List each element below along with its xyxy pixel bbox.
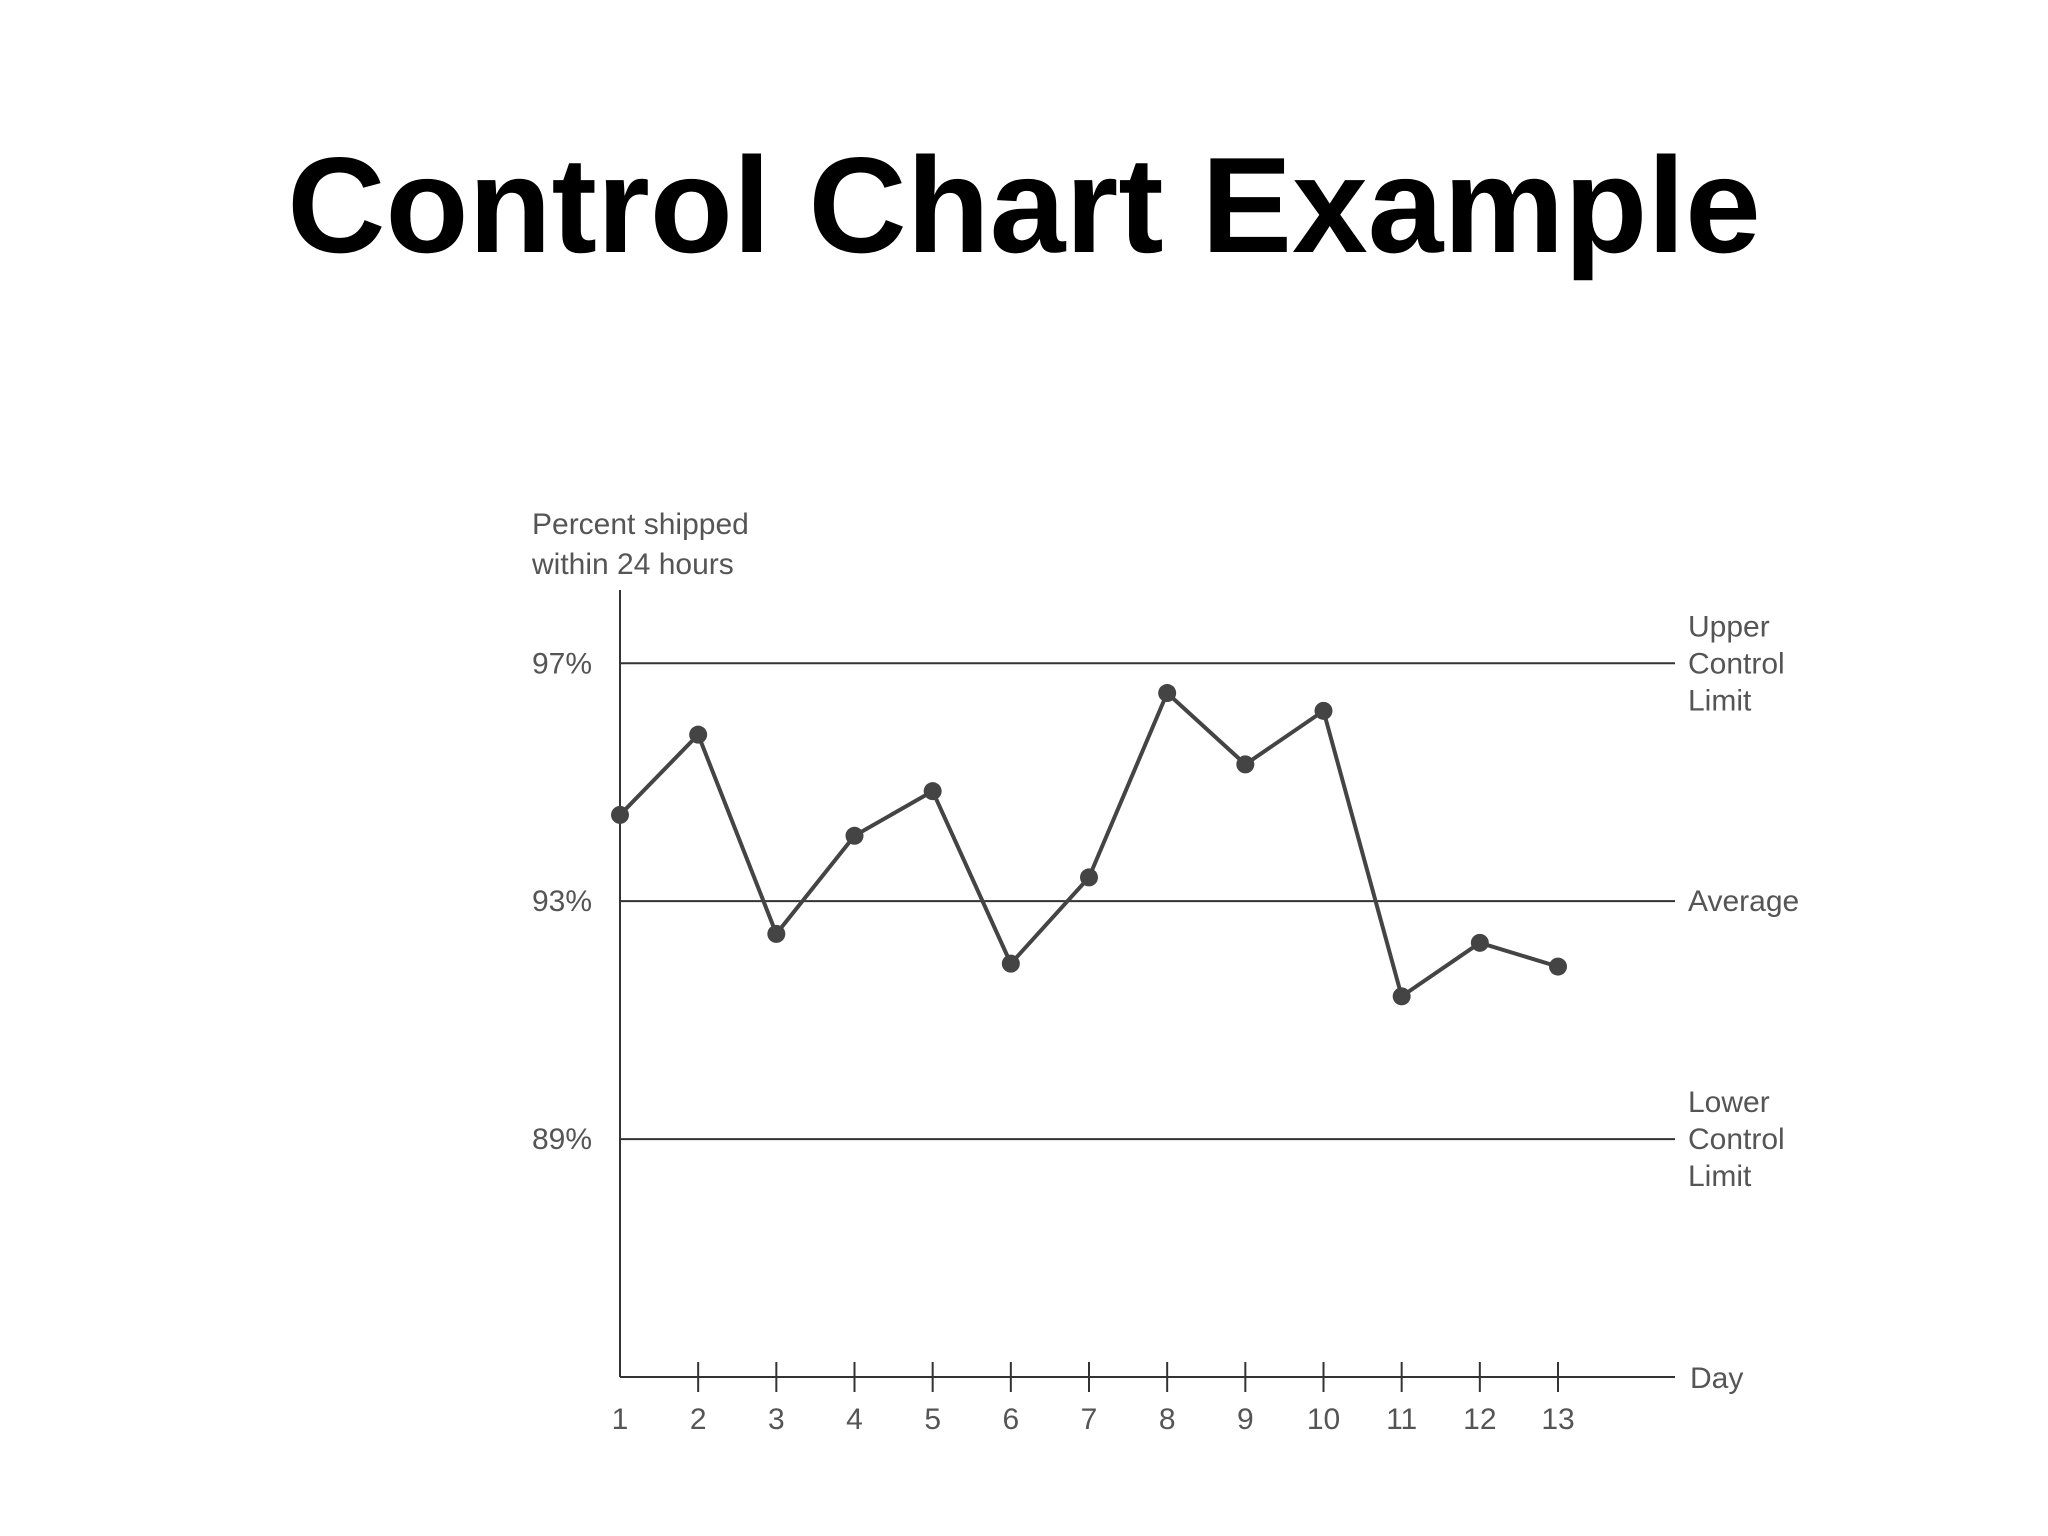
x-tick-label-0: 1	[612, 1403, 629, 1436]
reference-line-label-0-2: Limit	[1688, 684, 1752, 717]
x-tick-label-4: 5	[924, 1403, 941, 1436]
y-tick-label-1: 93%	[532, 885, 592, 918]
x-tick-label-12: 13	[1541, 1403, 1574, 1436]
data-point-6	[1001, 954, 1020, 973]
reference-line-label-2-0: Lower	[1688, 1086, 1770, 1119]
x-tick-label-9: 10	[1307, 1403, 1340, 1436]
reference-line-label-0-0: Upper	[1688, 610, 1770, 643]
data-point-10	[1314, 701, 1333, 720]
reference-line-label-1-0: Average	[1688, 885, 1799, 918]
y-tick-label-2: 89%	[532, 1123, 592, 1156]
x-tick-label-11: 12	[1463, 1403, 1496, 1436]
x-tick-label-3: 4	[846, 1403, 863, 1436]
data-point-8	[1158, 684, 1177, 703]
reference-line-label-2-1: Control	[1688, 1123, 1785, 1156]
data-point-12	[1470, 933, 1489, 952]
data-point-2	[689, 725, 708, 744]
data-point-1	[611, 805, 629, 824]
x-tick-label-6: 7	[1081, 1403, 1098, 1436]
data-point-4	[845, 826, 864, 845]
reference-line-label-2-2: Limit	[1688, 1160, 1752, 1193]
y-axis-label-line-2: within 24 hours	[531, 548, 734, 581]
data-point-9	[1236, 755, 1255, 774]
data-point-7	[1080, 868, 1098, 887]
y-tick-label-0: 97%	[532, 647, 592, 680]
y-axis-label-line-1: Percent shipped	[532, 508, 749, 541]
series-line-0	[618, 691, 1559, 999]
data-point-3	[767, 924, 786, 943]
x-tick-label-8: 9	[1237, 1403, 1254, 1436]
x-axis-label: Day	[1690, 1362, 1743, 1395]
reference-line-label-0-1: Control	[1688, 647, 1785, 680]
x-tick-label-7: 8	[1159, 1403, 1176, 1436]
x-tick-label-1: 2	[690, 1403, 707, 1436]
data-point-11	[1392, 987, 1411, 1006]
data-point-13	[1549, 957, 1567, 976]
slide-title: Control Chart Example	[287, 129, 1761, 281]
x-tick-label-5: 6	[1002, 1403, 1019, 1436]
x-tick-label-2: 3	[768, 1403, 785, 1436]
data-point-5	[923, 782, 942, 801]
x-tick-label-10: 11	[1386, 1403, 1417, 1436]
